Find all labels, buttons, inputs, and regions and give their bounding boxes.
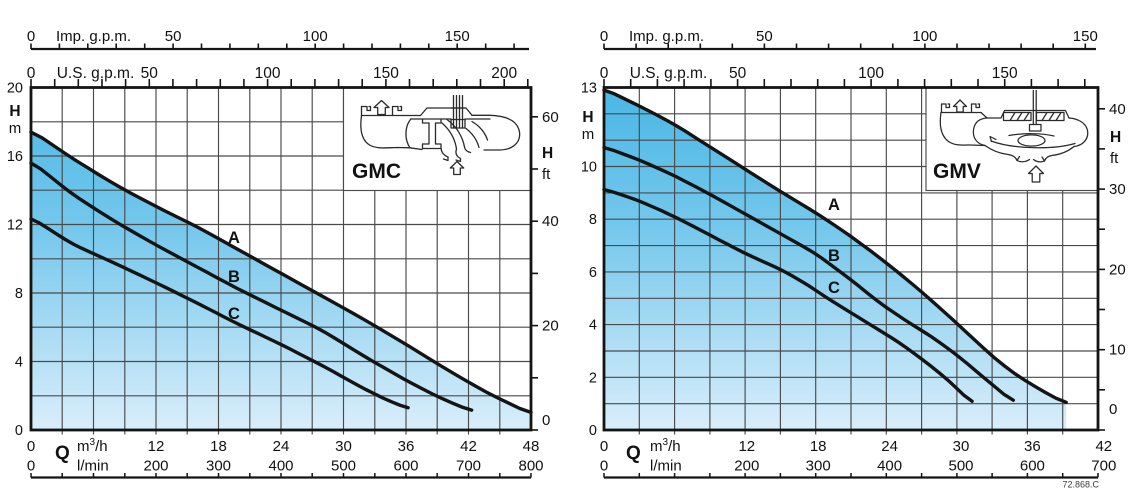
svg-text:4: 4	[589, 318, 597, 334]
svg-text:0: 0	[600, 438, 608, 455]
svg-text:50: 50	[756, 28, 773, 45]
svg-text:16: 16	[7, 149, 23, 165]
svg-text:200: 200	[143, 458, 168, 475]
svg-text:12: 12	[7, 218, 23, 234]
svg-text:500: 500	[331, 458, 356, 475]
svg-text:4: 4	[15, 355, 23, 371]
svg-text:72.868.C: 72.868.C	[1062, 480, 1099, 490]
svg-text:U.S. g.p.m.: U.S. g.p.m.	[630, 65, 708, 82]
svg-text:H: H	[9, 103, 20, 120]
svg-text:2: 2	[589, 370, 597, 386]
svg-text:100: 100	[912, 28, 937, 45]
svg-text:600: 600	[1020, 458, 1045, 475]
svg-text:C: C	[228, 305, 240, 323]
svg-text:30: 30	[953, 438, 970, 455]
svg-text:18: 18	[210, 438, 227, 455]
svg-text:300: 300	[206, 458, 231, 475]
svg-text:0: 0	[27, 28, 35, 45]
svg-text:GMC: GMC	[352, 160, 401, 183]
svg-text:600: 600	[393, 458, 418, 475]
svg-text:500: 500	[948, 458, 973, 475]
svg-text:50: 50	[729, 65, 747, 82]
svg-text:m3/h: m3/h	[77, 437, 108, 455]
svg-text:40: 40	[1109, 101, 1126, 118]
svg-text:20: 20	[1109, 261, 1126, 278]
svg-text:400: 400	[877, 458, 902, 475]
svg-text:m3/h: m3/h	[650, 437, 681, 455]
svg-text:0: 0	[15, 423, 23, 439]
svg-text:20: 20	[542, 318, 559, 335]
svg-text:30: 30	[335, 438, 352, 455]
svg-text:42: 42	[1095, 438, 1112, 455]
svg-text:200: 200	[491, 65, 517, 82]
svg-text:30: 30	[1109, 181, 1126, 198]
svg-text:12: 12	[148, 438, 165, 455]
svg-text:200: 200	[734, 458, 759, 475]
svg-text:700: 700	[456, 458, 481, 475]
svg-text:B: B	[828, 247, 840, 265]
svg-text:700: 700	[1091, 458, 1116, 475]
svg-text:36: 36	[398, 438, 415, 455]
svg-text:U.S. g.p.m.: U.S. g.p.m.	[57, 65, 135, 82]
svg-text:42: 42	[460, 438, 477, 455]
svg-text:150: 150	[445, 28, 470, 45]
svg-text:12: 12	[738, 438, 755, 455]
svg-text:0: 0	[27, 458, 35, 475]
svg-text:0: 0	[27, 65, 36, 82]
svg-text:8: 8	[15, 286, 23, 302]
svg-text:100: 100	[303, 28, 328, 45]
svg-text:36: 36	[1024, 438, 1041, 455]
svg-text:48: 48	[523, 438, 540, 455]
svg-text:0: 0	[600, 65, 609, 82]
svg-text:C: C	[828, 279, 840, 297]
svg-text:0: 0	[542, 412, 550, 429]
svg-text:100: 100	[858, 65, 884, 82]
svg-text:H: H	[542, 145, 553, 162]
svg-text:50: 50	[141, 65, 159, 82]
svg-text:Imp. g.p.m.: Imp. g.p.m.	[629, 28, 704, 45]
svg-text:Q: Q	[626, 443, 641, 464]
svg-text:ft: ft	[1110, 150, 1119, 167]
svg-text:60: 60	[542, 109, 559, 126]
svg-text:400: 400	[268, 458, 293, 475]
svg-text:150: 150	[992, 65, 1018, 82]
svg-text:100: 100	[255, 65, 281, 82]
svg-text:H: H	[582, 109, 593, 126]
svg-text:150: 150	[373, 65, 399, 82]
svg-text:0: 0	[27, 438, 35, 455]
svg-text:0: 0	[589, 423, 597, 439]
svg-text:10: 10	[581, 160, 597, 176]
svg-text:B: B	[228, 268, 240, 286]
svg-text:A: A	[828, 196, 840, 214]
svg-text:0: 0	[600, 458, 608, 475]
svg-text:18: 18	[810, 438, 827, 455]
svg-text:0: 0	[600, 28, 608, 45]
svg-text:0: 0	[1109, 401, 1117, 418]
svg-text:6: 6	[589, 265, 597, 281]
svg-text:ft: ft	[542, 166, 551, 183]
svg-text:m: m	[582, 126, 595, 143]
svg-text:H: H	[1110, 129, 1121, 146]
svg-text:A: A	[228, 229, 240, 247]
svg-text:20: 20	[7, 81, 23, 97]
svg-text:50: 50	[165, 28, 182, 45]
svg-text:8: 8	[589, 212, 597, 228]
svg-text:800: 800	[518, 458, 543, 475]
svg-text:13: 13	[581, 81, 597, 97]
svg-text:10: 10	[1109, 342, 1126, 359]
svg-text:24: 24	[881, 438, 898, 455]
svg-text:150: 150	[1073, 28, 1098, 45]
svg-text:l/min: l/min	[77, 458, 109, 475]
svg-text:GMV: GMV	[933, 160, 981, 183]
svg-text:40: 40	[542, 213, 559, 230]
svg-text:m: m	[9, 120, 22, 137]
svg-text:Q: Q	[55, 443, 70, 464]
svg-text:24: 24	[273, 438, 290, 455]
svg-text:l/min: l/min	[650, 458, 682, 475]
svg-text:300: 300	[806, 458, 831, 475]
svg-text:Imp. g.p.m.: Imp. g.p.m.	[56, 28, 131, 45]
